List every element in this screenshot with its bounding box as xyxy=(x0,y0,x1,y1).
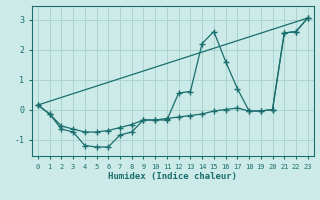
X-axis label: Humidex (Indice chaleur): Humidex (Indice chaleur) xyxy=(108,172,237,181)
